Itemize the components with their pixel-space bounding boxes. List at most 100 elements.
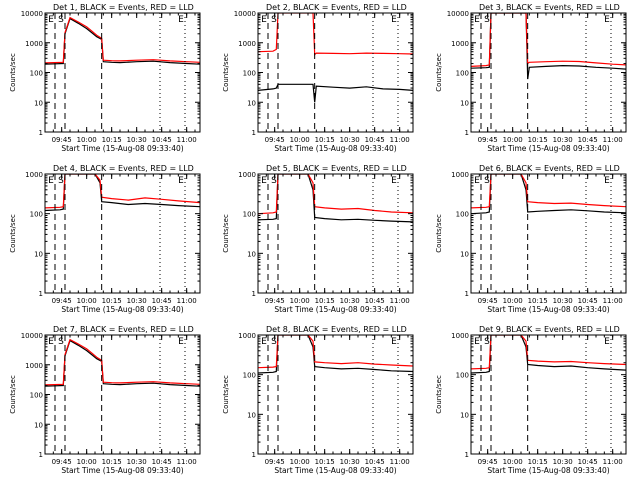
x-tick-label: 10:15 xyxy=(315,297,335,305)
y-tick-label: 1000 xyxy=(238,40,256,48)
series-line-lld xyxy=(471,174,626,209)
x-tick-label: 10:30 xyxy=(553,297,573,305)
x-axis-label: Start Time (15-Aug-08 09:33:40) xyxy=(61,466,183,475)
x-tick-label: 11:00 xyxy=(390,297,410,305)
series-line-events xyxy=(45,339,200,387)
plot-frame xyxy=(44,334,201,455)
x-tick-label: 10:15 xyxy=(102,297,122,305)
series-line-lld xyxy=(45,338,200,386)
y-tick-label: 1 xyxy=(465,129,469,137)
marker-label-s: S xyxy=(484,15,490,25)
x-tick-label: 10:30 xyxy=(340,458,360,466)
y-tick-label: 100 xyxy=(243,70,256,78)
x-tick-label: 10:45 xyxy=(152,297,172,305)
series-line-events xyxy=(471,13,626,80)
series-line-events xyxy=(258,83,413,103)
y-tick-label: 100 xyxy=(243,211,256,219)
series-group xyxy=(45,338,200,387)
chart-title: Det 9, BLACK = Events, RED = LLD xyxy=(479,325,620,334)
series-line-events xyxy=(471,335,626,374)
plot-frame xyxy=(470,12,627,133)
y-tick-label: 1000 xyxy=(238,332,256,340)
series-line-lld xyxy=(45,174,200,209)
chart-title: Det 1, BLACK = Events, RED = LLD xyxy=(53,3,194,12)
x-tick-label: 10:30 xyxy=(340,136,360,144)
x-axis-label: Start Time (15-Aug-08 09:33:40) xyxy=(61,305,183,314)
x-tick-label: 11:00 xyxy=(603,297,623,305)
series-group xyxy=(258,174,413,223)
series-line-lld xyxy=(258,335,413,369)
marker-label-e: E xyxy=(474,337,480,347)
y-tick-label: 1 xyxy=(252,290,256,298)
x-tick-label: 09:45 xyxy=(52,458,72,466)
x-tick-label: 10:45 xyxy=(578,136,598,144)
marker-label-e: E xyxy=(178,176,184,186)
y-axis-label: Counts/sec xyxy=(435,375,443,414)
y-tick-label: 10 xyxy=(34,99,43,107)
marker-label-e: E xyxy=(474,15,480,25)
x-tick-label: 11:00 xyxy=(177,297,197,305)
x-tick-label: 10:00 xyxy=(77,297,97,305)
marker-label-s: S xyxy=(484,337,490,347)
y-tick-label: 10000 xyxy=(234,10,256,18)
x-tick-label: 10:15 xyxy=(528,136,548,144)
x-tick-label: 10:30 xyxy=(340,297,360,305)
y-tick-label: 1 xyxy=(39,129,43,137)
x-tick-label: 09:45 xyxy=(265,297,285,305)
plot-frame xyxy=(44,12,201,133)
x-tick-label: 11:00 xyxy=(603,458,623,466)
x-tick-label: 10:45 xyxy=(578,297,598,305)
marker-label-s: S xyxy=(58,15,64,25)
y-tick-label: 10 xyxy=(34,421,43,429)
x-tick-label: 09:45 xyxy=(478,297,498,305)
y-axis-label: Counts/sec xyxy=(9,375,17,414)
y-tick-label: 100 xyxy=(30,392,43,400)
y-tick-label: 10 xyxy=(34,250,43,258)
marker-label-e: E xyxy=(604,176,610,186)
y-tick-label: 1 xyxy=(252,451,256,459)
x-tick-label: 10:00 xyxy=(503,136,523,144)
series-line-lld xyxy=(45,16,200,64)
x-tick-label: 10:00 xyxy=(77,458,97,466)
x-axis-label: Start Time (15-Aug-08 09:33:40) xyxy=(487,144,609,153)
x-tick-label: 10:00 xyxy=(503,297,523,305)
plot-frame xyxy=(257,173,414,294)
marker-label-e: E xyxy=(48,176,54,186)
y-tick-label: 1000 xyxy=(451,171,469,179)
y-axis-label: Counts/sec xyxy=(222,375,230,414)
marker-label-e: E xyxy=(48,15,54,25)
y-tick-label: 1000 xyxy=(25,40,43,48)
series-group xyxy=(45,174,200,212)
y-axis-label: Counts/sec xyxy=(435,214,443,253)
x-tick-label: 10:00 xyxy=(503,458,523,466)
series-line-lld xyxy=(258,174,413,215)
y-tick-label: 1000 xyxy=(25,171,43,179)
x-tick-label: 10:30 xyxy=(127,297,147,305)
marker-label-s: S xyxy=(58,176,64,186)
y-tick-label: 100 xyxy=(456,372,469,380)
y-axis-label: Counts/sec xyxy=(222,53,230,92)
x-axis-label: Start Time (15-Aug-08 09:33:40) xyxy=(487,305,609,314)
y-tick-label: 10000 xyxy=(447,10,469,18)
marker-label-e: E xyxy=(48,337,54,347)
y-axis-label: Counts/sec xyxy=(435,53,443,92)
marker-label-e: E xyxy=(604,337,610,347)
x-tick-label: 10:45 xyxy=(578,458,598,466)
y-tick-label: 100 xyxy=(456,70,469,78)
series-group xyxy=(471,335,626,374)
x-axis-label: Start Time (15-Aug-08 09:33:40) xyxy=(487,466,609,475)
x-tick-label: 11:00 xyxy=(603,136,623,144)
series-group xyxy=(258,13,413,103)
y-tick-label: 100 xyxy=(30,70,43,78)
chart-title: Det 3, BLACK = Events, RED = LLD xyxy=(479,3,620,12)
marker-label-e: E xyxy=(261,176,267,186)
x-tick-label: 10:00 xyxy=(290,136,310,144)
x-axis-label: Start Time (15-Aug-08 09:33:40) xyxy=(274,144,396,153)
